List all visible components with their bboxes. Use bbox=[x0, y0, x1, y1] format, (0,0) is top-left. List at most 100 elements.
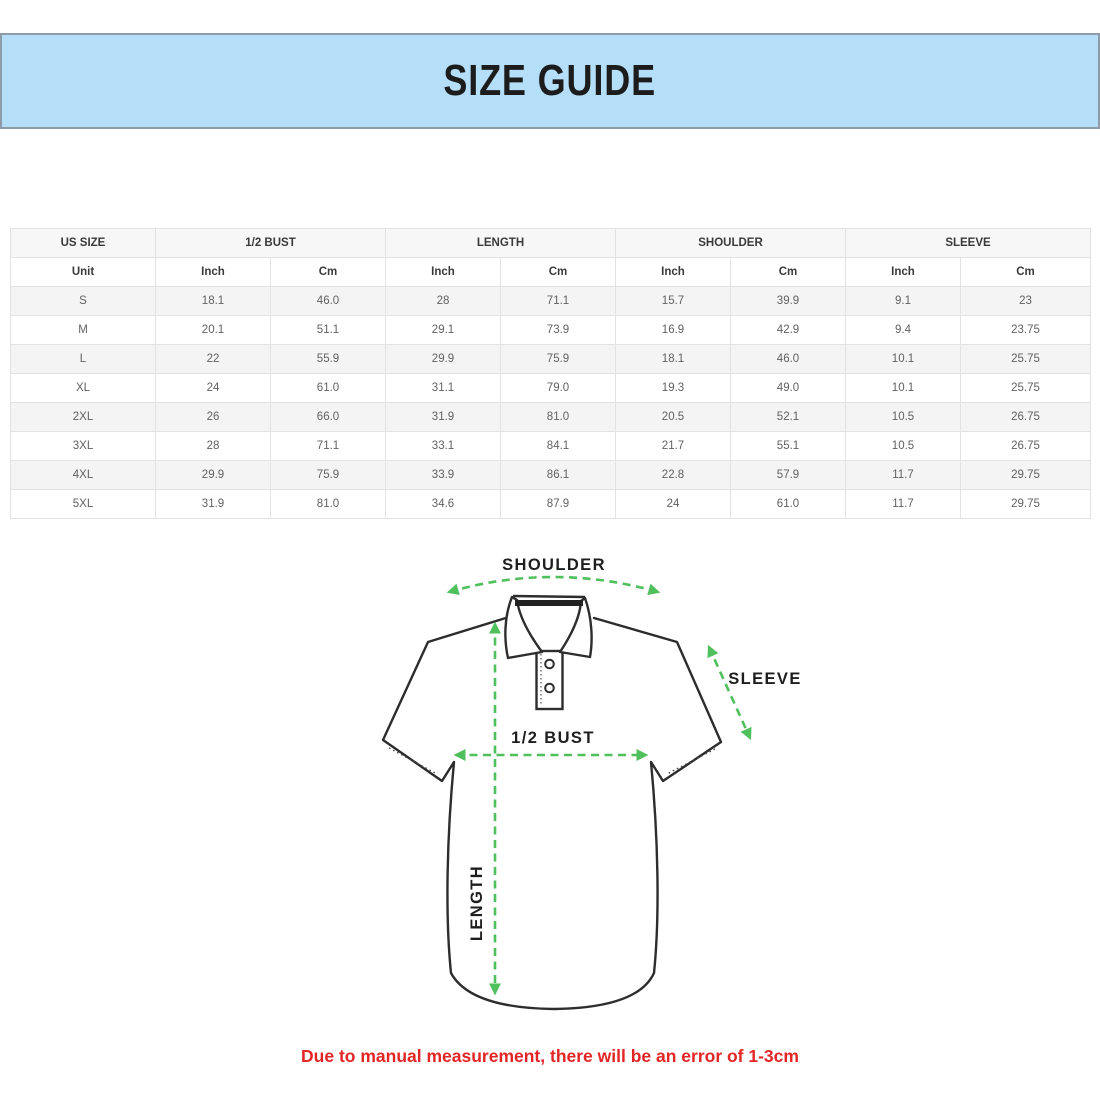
size-cell: 2XL bbox=[10, 402, 156, 432]
table-row: 5XL 31.9 81.0 34.6 87.9 24 61.0 11.7 29.75 bbox=[10, 489, 1092, 519]
size-cell: 3XL bbox=[10, 431, 156, 461]
value-cell: 29.75 bbox=[959, 489, 1092, 519]
value-cell: 11.7 bbox=[845, 489, 961, 519]
value-cell: 81.0 bbox=[500, 402, 616, 432]
value-cell: 19.3 bbox=[615, 373, 731, 403]
value-cell: 31.9 bbox=[385, 402, 501, 432]
value-cell: 31.9 bbox=[155, 489, 271, 519]
unit-header: Cm bbox=[959, 257, 1092, 287]
shoulder-label: SHOULDER bbox=[502, 556, 606, 574]
size-cell: 4XL bbox=[10, 460, 156, 490]
value-cell: 66.0 bbox=[270, 402, 386, 432]
value-cell: 18.1 bbox=[615, 344, 731, 374]
value-cell: 18.1 bbox=[155, 286, 271, 316]
value-cell: 75.9 bbox=[270, 460, 386, 490]
column-header-bust: 1/2 BUST bbox=[155, 228, 386, 258]
unit-header: Cm bbox=[500, 257, 616, 287]
value-cell: 29.1 bbox=[385, 315, 501, 345]
value-cell: 33.9 bbox=[385, 460, 501, 490]
value-cell: 34.6 bbox=[385, 489, 501, 519]
size-table-body: S 18.1 46.0 28 71.1 15.7 39.9 9.1 23 M 20.1 51.1 29.… bbox=[10, 286, 1092, 519]
value-cell: 29.75 bbox=[959, 460, 1092, 490]
table-row: L 22 55.9 29.9 75.9 18.1 46.0 10.1 25.75 bbox=[10, 344, 1092, 374]
size-chart-table: US SIZE 1/2 BUST LENGTH SHOULDER SLEEVE … bbox=[10, 228, 1092, 519]
value-cell: 9.1 bbox=[845, 286, 961, 316]
collar-band bbox=[512, 594, 586, 599]
sleeve-label: SLEEVE bbox=[728, 670, 802, 688]
value-cell: 51.1 bbox=[270, 315, 386, 345]
value-cell: 23 bbox=[959, 286, 1092, 316]
value-cell: 71.1 bbox=[500, 286, 616, 316]
size-cell: S bbox=[10, 286, 156, 316]
value-cell: 26.75 bbox=[959, 402, 1092, 432]
value-cell: 16.9 bbox=[615, 315, 731, 345]
sleeve-arrow bbox=[707, 644, 752, 741]
size-cell: L bbox=[10, 344, 156, 374]
value-cell: 55.9 bbox=[270, 344, 386, 374]
value-cell: 33.1 bbox=[385, 431, 501, 461]
value-cell: 10.5 bbox=[845, 402, 961, 432]
shoulder-arrow bbox=[446, 575, 661, 596]
table-row: XL 24 61.0 31.1 79.0 19.3 49.0 10.1 25.75 bbox=[10, 373, 1092, 403]
value-cell: 75.9 bbox=[500, 344, 616, 374]
value-cell: 29.9 bbox=[155, 460, 271, 490]
table-row: 4XL 29.9 75.9 33.9 86.1 22.8 57.9 11.7 29.75 bbox=[10, 460, 1092, 490]
value-cell: 26 bbox=[155, 402, 271, 432]
shirt-button bbox=[544, 682, 555, 694]
table-row: M 20.1 51.1 29.1 73.9 16.9 42.9 9.4 23.75 bbox=[10, 315, 1092, 345]
unit-header: Cm bbox=[730, 257, 846, 287]
value-cell: 46.0 bbox=[270, 286, 386, 316]
bust-label: 1/2 BUST bbox=[511, 729, 595, 747]
page-title: SIZE GUIDE bbox=[443, 56, 657, 105]
collar-left-flap bbox=[504, 595, 544, 660]
shirt-outline bbox=[381, 615, 723, 1011]
value-cell: 71.1 bbox=[270, 431, 386, 461]
value-cell: 24 bbox=[155, 373, 271, 403]
value-cell: 49.0 bbox=[730, 373, 846, 403]
column-header-shoulder: SHOULDER bbox=[615, 228, 846, 258]
value-cell: 22.8 bbox=[615, 460, 731, 490]
table-row: S 18.1 46.0 28 71.1 15.7 39.9 9.1 23 bbox=[10, 286, 1092, 316]
value-cell: 10.1 bbox=[845, 344, 961, 374]
value-cell: 86.1 bbox=[500, 460, 616, 490]
shirt-button bbox=[544, 658, 555, 670]
value-cell: 73.9 bbox=[500, 315, 616, 345]
value-cell: 21.7 bbox=[615, 431, 731, 461]
value-cell: 10.5 bbox=[845, 431, 961, 461]
size-guide-banner: SIZE GUIDE bbox=[0, 33, 1100, 129]
unit-header: Cm bbox=[270, 257, 386, 287]
value-cell: 10.1 bbox=[845, 373, 961, 403]
value-cell: 28 bbox=[155, 431, 271, 461]
table-unit-header-row: Unit Inch Cm Inch Cm Inch Cm Inch Cm bbox=[10, 257, 1092, 287]
unit-header: Inch bbox=[155, 257, 271, 287]
value-cell: 11.7 bbox=[845, 460, 961, 490]
table-group-header-row: US SIZE 1/2 BUST LENGTH SHOULDER SLEEVE bbox=[10, 228, 1092, 258]
value-cell: 9.4 bbox=[845, 315, 961, 345]
value-cell: 26.75 bbox=[959, 431, 1092, 461]
column-header-sleeve: SLEEVE bbox=[844, 228, 1092, 258]
value-cell: 61.0 bbox=[730, 489, 846, 519]
value-cell: 20.1 bbox=[155, 315, 271, 345]
value-cell: 61.0 bbox=[270, 373, 386, 403]
shirt-measurement-diagram: SHOULDER SLEEVE 1/2 BUST LENGTH bbox=[370, 545, 810, 1045]
unit-header: Inch bbox=[615, 257, 731, 287]
value-cell: 29.9 bbox=[385, 344, 501, 374]
column-header-us-size: US SIZE bbox=[10, 228, 156, 258]
value-cell: 22 bbox=[155, 344, 271, 374]
size-cell: 5XL bbox=[10, 489, 156, 519]
value-cell: 79.0 bbox=[500, 373, 616, 403]
value-cell: 25.75 bbox=[959, 344, 1092, 374]
column-header-length: LENGTH bbox=[385, 228, 616, 258]
value-cell: 28 bbox=[385, 286, 501, 316]
value-cell: 57.9 bbox=[730, 460, 846, 490]
value-cell: 84.1 bbox=[500, 431, 616, 461]
value-cell: 15.7 bbox=[615, 286, 731, 316]
value-cell: 81.0 bbox=[270, 489, 386, 519]
value-cell: 46.0 bbox=[730, 344, 846, 374]
unit-header: Inch bbox=[385, 257, 501, 287]
value-cell: 39.9 bbox=[730, 286, 846, 316]
value-cell: 87.9 bbox=[500, 489, 616, 519]
value-cell: 23.75 bbox=[959, 315, 1092, 345]
value-cell: 55.1 bbox=[730, 431, 846, 461]
